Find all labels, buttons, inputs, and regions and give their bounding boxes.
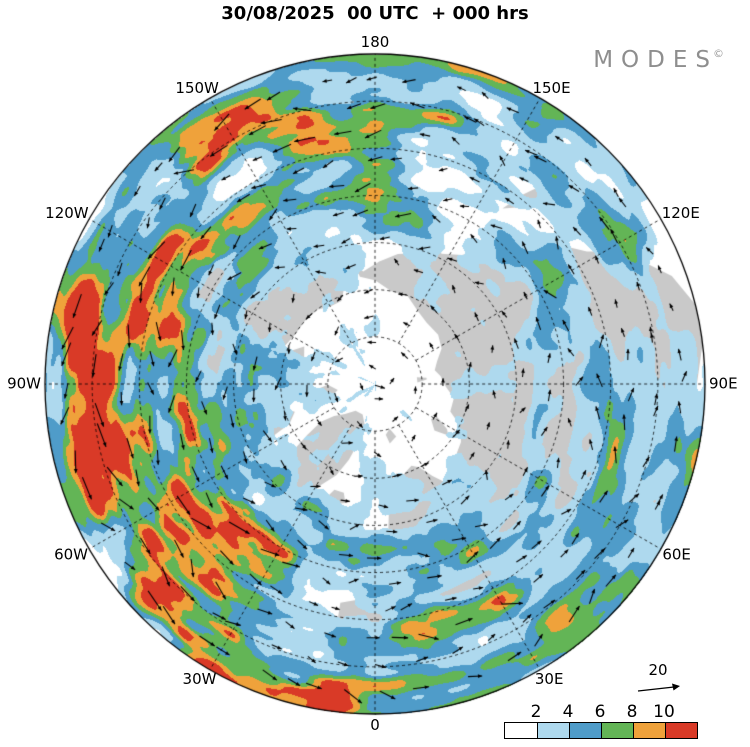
colorbar-tick-label: 6	[594, 702, 606, 722]
colorbar-segment	[601, 723, 633, 738]
longitude-label: 180	[360, 33, 390, 51]
longitude-label: 60E	[662, 545, 691, 564]
longitude-label: 30W	[182, 670, 217, 689]
colorbar-tick-label: 10	[653, 702, 675, 722]
colorbar: 2 4 6 8 10	[504, 702, 700, 739]
longitude-label: 90W	[7, 374, 41, 393]
colorbar-segment	[505, 723, 537, 738]
longitude-label: 150E	[532, 78, 571, 97]
colorbar-tick-label: 2	[530, 702, 542, 722]
colorbar-segment	[569, 723, 601, 738]
colorbar-segment	[633, 723, 665, 738]
colorbar-segment	[665, 723, 697, 738]
longitude-label: 120W	[45, 203, 89, 222]
reference-vector-value: 20	[648, 661, 668, 679]
polar-map-canvas	[35, 44, 715, 724]
colorbar-tick-label: 4	[562, 702, 574, 722]
copyright-mark: ©	[713, 47, 724, 60]
reference-arrow-icon	[637, 683, 680, 692]
longitude-label: 120E	[661, 203, 700, 222]
colorbar-bar	[504, 722, 698, 739]
page-title: 30/08/2025 00 UTC + 000 hrs	[221, 3, 529, 24]
longitude-label: 0	[370, 716, 380, 734]
colorbar-tick-label: 8	[626, 702, 638, 722]
longitude-label: 150W	[175, 78, 219, 97]
longitude-label: 30E	[534, 670, 564, 689]
longitude-label: 90E	[709, 374, 738, 393]
colorbar-tick-labels: 2 4 6 8 10	[504, 702, 700, 722]
reference-vector-legend: 20	[628, 661, 688, 700]
longitude-label: 60W	[54, 545, 89, 564]
colorbar-segment	[537, 723, 569, 738]
